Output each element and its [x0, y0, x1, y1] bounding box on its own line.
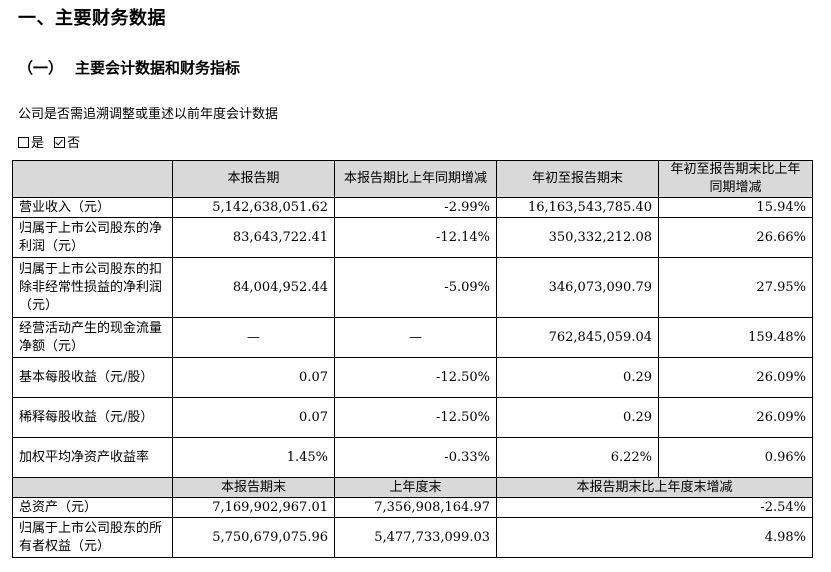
- row-label: 经营活动产生的现金流量净额（元）: [12, 317, 173, 358]
- cell-current: 83,643,722.41: [172, 217, 335, 258]
- row-label: 归属于上市公司股东的所有者权益（元）: [12, 517, 173, 558]
- table-row: 稀释每股收益（元/股） 0.07 -12.50% 0.29 26.09%: [12, 397, 813, 438]
- row-label: 加权平均净资产收益率: [12, 437, 173, 478]
- restate-options: 是 否: [18, 132, 80, 151]
- row-label: 总资产（元）: [12, 497, 173, 518]
- cell-yoy: —: [334, 317, 497, 358]
- cell-period-end: 7,169,902,967.01: [172, 497, 335, 518]
- cell-current: 84,004,952.44: [172, 257, 335, 318]
- cell-ytd: 0.29: [496, 397, 659, 438]
- cell-ytd-yoy: 26.66%: [658, 217, 813, 258]
- header-cell: [12, 477, 173, 498]
- cell-change: 4.98%: [496, 517, 813, 558]
- cell-ytd: 350,332,212.08: [496, 217, 659, 258]
- table-row: 基本每股收益（元/股） 0.07 -12.50% 0.29 26.09%: [12, 357, 813, 398]
- table-row: 归属于上市公司股东的扣除非经常性损益的净利润（元） 84,004,952.44 …: [12, 257, 813, 318]
- table-row: 归属于上市公司股东的所有者权益（元） 5,750,679,075.96 5,47…: [12, 517, 813, 558]
- cell-current: 0.07: [172, 357, 335, 398]
- cell-current: 1.45%: [172, 437, 335, 478]
- cell-ytd: 0.29: [496, 357, 659, 398]
- table-row: 营业收入（元） 5,142,638,051.62 -2.99% 16,163,5…: [12, 197, 813, 218]
- header-cell: 本报告期比上年同期增减: [334, 160, 497, 198]
- header-cell: 年初至报告期末比上年同期增减: [658, 160, 813, 198]
- header-cell: 年初至报告期末: [496, 160, 659, 198]
- restate-question: 公司是否需追溯调整或重述以前年度会计数据: [18, 107, 279, 122]
- cell-yoy: -12.14%: [334, 217, 497, 258]
- cell-ytd-yoy: 26.09%: [658, 357, 813, 398]
- cell-ytd-yoy: 15.94%: [658, 197, 813, 218]
- cell-current: —: [172, 317, 335, 358]
- cell-ytd-yoy: 26.09%: [658, 397, 813, 438]
- cell-yoy: -2.99%: [334, 197, 497, 218]
- cell-yoy: -0.33%: [334, 437, 497, 478]
- header-cell: 本报告期: [172, 160, 335, 198]
- cell-ytd: 346,073,090.79: [496, 257, 659, 318]
- cell-ytd-yoy: 27.95%: [658, 257, 813, 318]
- row-label: 基本每股收益（元/股）: [12, 357, 173, 398]
- checkbox-yes-label: 是: [31, 136, 45, 151]
- table-header-row: 本报告期 本报告期比上年同期增减 年初至报告期末 年初至报告期末比上年同期增减: [12, 160, 813, 198]
- cell-yoy: -5.09%: [334, 257, 497, 318]
- table-row: 归属于上市公司股东的净利润（元） 83,643,722.41 -12.14% 3…: [12, 217, 813, 258]
- table-row: 经营活动产生的现金流量净额（元） — — 762,845,059.04 159.…: [12, 317, 813, 358]
- cell-ytd: 6.22%: [496, 437, 659, 478]
- subsection-number: （一）: [18, 59, 64, 77]
- table-row: 加权平均净资产收益率 1.45% -0.33% 6.22% 0.96%: [12, 437, 813, 478]
- checkbox-no-label: 否: [67, 136, 81, 151]
- financial-data-table: 本报告期 本报告期比上年同期增减 年初至报告期末 年初至报告期末比上年同期增减 …: [12, 160, 813, 558]
- row-label: 归属于上市公司股东的净利润（元）: [12, 217, 173, 258]
- cell-ytd-yoy: 0.96%: [658, 437, 813, 478]
- table-row: 总资产（元） 7,169,902,967.01 7,356,908,164.97…: [12, 497, 813, 518]
- cell-ytd-yoy: 159.48%: [658, 317, 813, 358]
- header-cell: [12, 160, 173, 198]
- subsection-text: 主要会计数据和财务指标: [75, 59, 241, 77]
- cell-ytd: 762,845,059.04: [496, 317, 659, 358]
- cell-yoy: -12.50%: [334, 397, 497, 438]
- cell-period-end: 5,750,679,075.96: [172, 517, 335, 558]
- row-label: 稀释每股收益（元/股）: [12, 397, 173, 438]
- cell-change: -2.54%: [496, 497, 813, 518]
- cell-yoy: -12.50%: [334, 357, 497, 398]
- row-label: 营业收入（元）: [12, 197, 173, 218]
- checkbox-yes[interactable]: [18, 137, 29, 148]
- cell-current: 5,142,638,051.62: [172, 197, 335, 218]
- header-cell: 本报告期末比上年度末增减: [496, 477, 813, 498]
- cell-ytd: 16,163,543,785.40: [496, 197, 659, 218]
- section-title: 一、主要财务数据: [18, 8, 166, 29]
- header-cell: 本报告期末: [172, 477, 335, 498]
- cell-prior-year-end: 5,477,733,099.03: [334, 517, 497, 558]
- subsection-title: （一） 主要会计数据和财务指标: [18, 57, 240, 78]
- cell-current: 0.07: [172, 397, 335, 438]
- row-label: 归属于上市公司股东的扣除非经常性损益的净利润（元）: [12, 257, 173, 318]
- table-header-row-2: 本报告期末 上年度末 本报告期末比上年度末增减: [12, 477, 813, 498]
- checkbox-no[interactable]: [54, 137, 66, 148]
- cell-prior-year-end: 7,356,908,164.97: [334, 497, 497, 518]
- header-cell: 上年度末: [334, 477, 497, 498]
